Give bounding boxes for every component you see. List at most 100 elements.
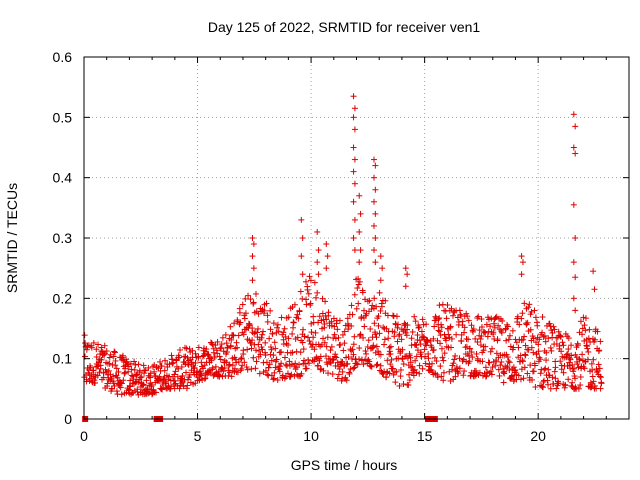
data-point bbox=[470, 328, 477, 335]
data-point bbox=[253, 358, 260, 365]
data-point bbox=[537, 356, 544, 363]
data-point bbox=[270, 320, 277, 327]
data-point bbox=[461, 368, 468, 375]
data-point bbox=[476, 369, 483, 376]
data-point bbox=[590, 378, 597, 385]
data-point bbox=[111, 349, 118, 356]
data-point bbox=[522, 352, 529, 359]
data-point bbox=[466, 352, 473, 359]
data-point bbox=[366, 297, 373, 304]
data-point bbox=[238, 365, 245, 372]
data-point bbox=[231, 320, 238, 327]
data-point bbox=[242, 310, 249, 317]
data-point bbox=[239, 362, 246, 369]
data-point bbox=[400, 361, 407, 368]
data-point bbox=[128, 366, 135, 373]
data-point bbox=[365, 337, 372, 344]
data-point bbox=[350, 144, 357, 151]
data-point bbox=[230, 332, 237, 339]
data-point bbox=[315, 319, 322, 326]
data-point bbox=[214, 338, 221, 345]
data-point bbox=[290, 324, 297, 331]
data-point bbox=[568, 352, 575, 359]
data-point bbox=[382, 297, 389, 304]
data-point bbox=[377, 307, 384, 314]
data-point bbox=[469, 354, 476, 361]
data-point bbox=[351, 156, 358, 163]
data-point bbox=[147, 370, 154, 377]
data-point bbox=[357, 210, 364, 217]
data-point bbox=[209, 365, 216, 372]
data-point bbox=[298, 370, 305, 377]
axis-ticks: 0 0.1 0.2 0.3 0.4 0.5 0.6 0 5 10 15 20 bbox=[53, 49, 629, 444]
data-point bbox=[415, 324, 422, 331]
data-point bbox=[375, 313, 382, 320]
data-point bbox=[300, 346, 307, 353]
data-point bbox=[376, 330, 383, 337]
data-point bbox=[329, 371, 336, 378]
data-point bbox=[413, 369, 420, 376]
data-point bbox=[268, 357, 275, 364]
data-point bbox=[86, 377, 93, 384]
data-point bbox=[339, 331, 346, 338]
data-point bbox=[339, 368, 346, 375]
data-point bbox=[557, 333, 564, 340]
data-point bbox=[581, 322, 588, 329]
data-point bbox=[560, 342, 567, 349]
data-point bbox=[243, 364, 250, 371]
data-point bbox=[158, 363, 165, 370]
data-point bbox=[179, 373, 186, 380]
data-point bbox=[278, 348, 285, 355]
data-point bbox=[81, 332, 88, 339]
data-point bbox=[298, 253, 305, 260]
data-point bbox=[266, 361, 273, 368]
data-point bbox=[449, 312, 456, 319]
data-point bbox=[457, 311, 464, 318]
data-point bbox=[301, 333, 308, 340]
data-point bbox=[161, 367, 168, 374]
data-point bbox=[351, 126, 358, 133]
data-point bbox=[443, 315, 450, 322]
data-point bbox=[565, 376, 572, 383]
data-point bbox=[558, 366, 565, 373]
data-point bbox=[545, 335, 552, 342]
data-point bbox=[272, 345, 279, 352]
data-point bbox=[310, 334, 317, 341]
data-point bbox=[344, 315, 351, 322]
data-point bbox=[273, 356, 280, 363]
data-point bbox=[490, 320, 497, 327]
data-point bbox=[371, 295, 378, 302]
data-point bbox=[192, 359, 199, 366]
data-point bbox=[422, 360, 429, 367]
data-point bbox=[481, 329, 488, 336]
data-point bbox=[529, 376, 536, 383]
data-point bbox=[212, 363, 219, 370]
data-point bbox=[577, 373, 584, 380]
data-point bbox=[572, 123, 579, 130]
data-point bbox=[478, 324, 485, 331]
data-point bbox=[242, 295, 249, 302]
data-point bbox=[302, 278, 309, 285]
data-point bbox=[306, 338, 313, 345]
data-point bbox=[574, 342, 581, 349]
data-point bbox=[544, 381, 551, 388]
data-point bbox=[379, 265, 386, 272]
data-point bbox=[456, 355, 463, 362]
data-point bbox=[294, 311, 301, 318]
data-point bbox=[531, 362, 538, 369]
data-point bbox=[552, 375, 559, 382]
data-point bbox=[110, 373, 117, 380]
data-point bbox=[115, 368, 122, 375]
data-point bbox=[249, 337, 256, 344]
data-point bbox=[404, 271, 411, 278]
data-point bbox=[307, 300, 314, 307]
data-point bbox=[177, 346, 184, 353]
data-point bbox=[205, 351, 212, 358]
data-point bbox=[458, 338, 465, 345]
data-point bbox=[396, 331, 403, 338]
data-point bbox=[567, 356, 574, 363]
data-point bbox=[241, 359, 248, 366]
data-point bbox=[423, 321, 430, 328]
data-point bbox=[285, 314, 292, 321]
data-point bbox=[577, 318, 584, 325]
